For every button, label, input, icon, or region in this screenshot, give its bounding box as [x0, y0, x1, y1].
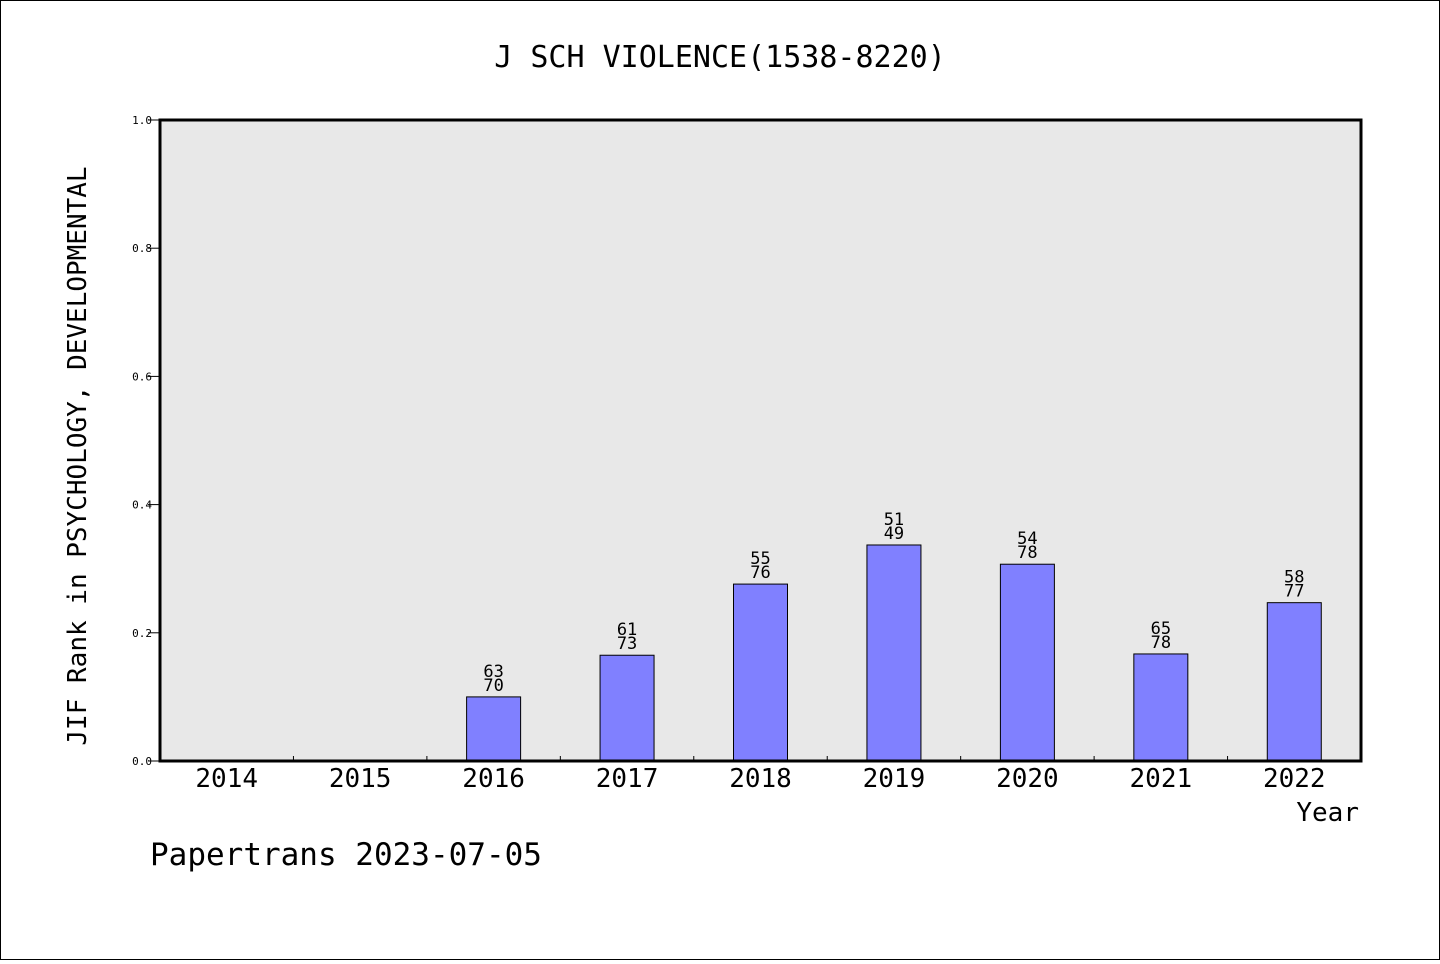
y-tick-label: 0.6	[132, 370, 152, 383]
x-tick-label: 2022	[1263, 764, 1326, 794]
x-axis: 2014 2015 2016 2017 2018 2019 2020 2021 2022	[195, 756, 1326, 794]
bar-total-label: 78	[1151, 633, 1171, 653]
y-tick-label: 0.2	[132, 627, 152, 640]
y-tick-label: 1.0	[132, 114, 152, 127]
bar-total-label: 78	[1017, 543, 1037, 563]
footer-credit: Papertrans 2023-07-05	[150, 837, 542, 873]
bar-rank-label: 58	[1284, 568, 1304, 588]
x-tick-label: 2017	[596, 764, 659, 794]
plot-border	[158, 118, 1363, 763]
x-tick-label: 2021	[1130, 764, 1193, 794]
chart-title: J SCH VIOLENCE(1538-8220)	[494, 40, 946, 75]
bar-2017	[599, 654, 655, 762]
bar-2019	[866, 544, 922, 762]
bar-2021	[1133, 653, 1189, 762]
x-tick-label: 2014	[195, 764, 258, 794]
y-tick-label: 0.0	[132, 755, 152, 768]
y-axis-label: JIF Rank in PSYCHOLOGY, DEVELOPMENTAL	[63, 166, 93, 745]
y-axis: 0.0 0.2 0.4 0.6 0.8 1.0	[132, 114, 160, 768]
bar-2018	[733, 583, 788, 762]
bar-total-label: 49	[884, 524, 904, 544]
x-axis-label: Year	[1296, 798, 1359, 828]
bar-rank-label: 54	[1017, 529, 1037, 549]
bar-rank-label: 65	[1151, 619, 1171, 639]
bar-rank-label: 51	[884, 510, 904, 530]
x-tick-label: 2016	[462, 764, 525, 794]
bar-2016	[466, 696, 522, 762]
bar-rank-label: 63	[483, 662, 503, 682]
x-tick-label: 2015	[329, 764, 392, 794]
bar-total-label: 76	[750, 563, 770, 583]
bar-total-label: 70	[483, 676, 503, 696]
x-tick-label: 2019	[863, 764, 926, 794]
bar-rank-label: 61	[617, 620, 637, 640]
x-tick-label: 2018	[729, 764, 792, 794]
y-tick-label: 0.8	[132, 242, 152, 255]
x-tick-label: 2020	[996, 764, 1059, 794]
bar-2020	[999, 563, 1055, 762]
bar-total-label: 73	[617, 634, 637, 654]
bar-rank-label: 55	[750, 549, 770, 569]
bar-2022	[1266, 602, 1322, 762]
bar-total-label: 77	[1284, 582, 1304, 602]
bars	[466, 544, 1322, 762]
y-tick-label: 0.4	[132, 499, 152, 512]
